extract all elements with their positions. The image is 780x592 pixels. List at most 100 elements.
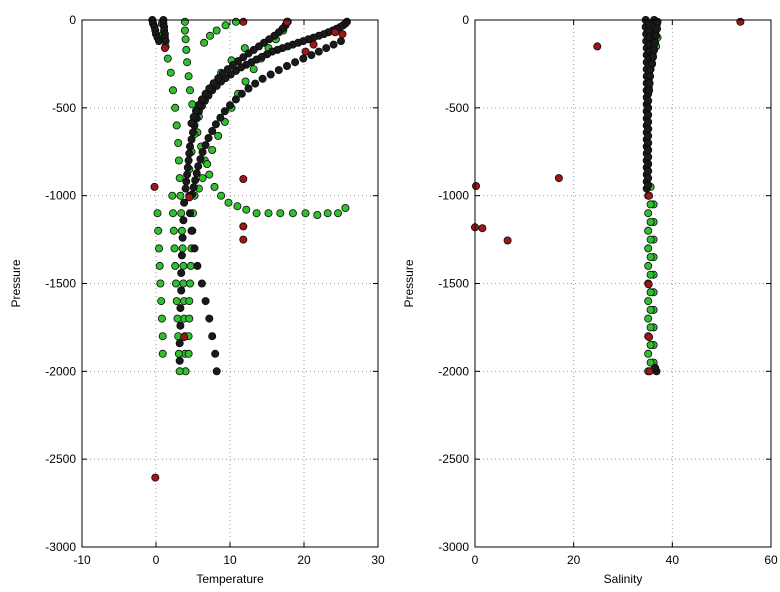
data-point-dark bbox=[176, 304, 185, 313]
data-point-dark bbox=[201, 89, 210, 98]
data-point-dark bbox=[177, 251, 186, 260]
data-point-dark bbox=[644, 159, 653, 168]
data-point-dark bbox=[216, 113, 225, 122]
data-point-dark bbox=[251, 79, 260, 88]
x-ticks: -10 0 10 20 30 bbox=[73, 20, 385, 567]
data-point-dark bbox=[192, 169, 201, 178]
data-point-dark bbox=[177, 286, 186, 295]
data-point-green bbox=[208, 145, 217, 154]
temperature-panel: -10 0 10 20 30 0 -500 -1000 -1500 -2000 -2500 -300… bbox=[9, 13, 385, 586]
data-point-dark bbox=[201, 297, 210, 306]
data-point-green bbox=[217, 191, 226, 200]
data-point-dark bbox=[291, 58, 300, 67]
y-tick-label: -1000 bbox=[438, 189, 469, 203]
data-point-green bbox=[168, 86, 177, 95]
data-point-dark bbox=[645, 79, 654, 88]
data-point-green bbox=[276, 209, 285, 218]
data-point-dark bbox=[228, 61, 237, 70]
data-point-dark bbox=[211, 349, 220, 358]
data-point-red bbox=[593, 42, 602, 51]
data-point-red bbox=[503, 236, 512, 245]
data-point-dark bbox=[184, 156, 193, 165]
data-point-green bbox=[221, 21, 230, 30]
data-point-dark bbox=[652, 31, 661, 40]
data-point-red bbox=[185, 193, 194, 202]
data-point-green bbox=[154, 244, 163, 253]
data-point-green bbox=[646, 305, 655, 314]
data-point-red bbox=[309, 40, 318, 49]
data-point-dark bbox=[197, 279, 206, 288]
data-point-green bbox=[231, 17, 240, 26]
data-point-green bbox=[264, 209, 273, 218]
y-tick-label: 0 bbox=[69, 13, 76, 27]
x-ticks: 0 20 40 60 bbox=[472, 20, 778, 567]
data-point-dark bbox=[187, 119, 196, 128]
data-point-green bbox=[644, 209, 653, 218]
x-tick-label: -10 bbox=[73, 553, 91, 567]
data-point-red bbox=[239, 17, 248, 26]
y-ticks: 0 -500 -1000 -1500 -2000 -2500 -3000 bbox=[438, 13, 771, 554]
data-point-dark bbox=[194, 162, 203, 171]
data-point-green bbox=[182, 45, 191, 54]
data-point-dark bbox=[336, 37, 345, 46]
data-point-green bbox=[156, 279, 165, 288]
data-point-dark bbox=[274, 66, 283, 75]
y-tick-label: -500 bbox=[445, 101, 469, 115]
x-tick-label: 20 bbox=[297, 553, 311, 567]
data-point-dark bbox=[644, 96, 653, 105]
x-tick-label: 60 bbox=[764, 553, 778, 567]
data-point-green bbox=[154, 226, 163, 235]
data-point-green bbox=[185, 86, 194, 95]
data-point-red bbox=[645, 367, 654, 376]
data-point-dark bbox=[322, 44, 331, 53]
y-tick-label: -1500 bbox=[45, 277, 76, 291]
data-point-green bbox=[252, 209, 261, 218]
data-point-dark bbox=[644, 103, 653, 112]
data-point-green bbox=[249, 65, 258, 74]
data-point-dark bbox=[644, 124, 653, 133]
data-point-green bbox=[171, 279, 180, 288]
data-point-green bbox=[173, 314, 182, 323]
y-tick-label: -3000 bbox=[45, 540, 76, 554]
data-point-dark bbox=[644, 145, 653, 154]
data-point-dark bbox=[644, 152, 653, 161]
data-point-dark bbox=[187, 226, 196, 235]
x-tick-label: 30 bbox=[371, 553, 385, 567]
data-point-green bbox=[168, 191, 177, 200]
data-point-dark bbox=[653, 17, 662, 26]
data-point-red bbox=[645, 191, 654, 200]
y-tick-label: -500 bbox=[52, 101, 76, 115]
data-point-green bbox=[177, 226, 186, 235]
data-point-dark bbox=[178, 233, 187, 242]
data-point-green bbox=[205, 170, 214, 179]
data-point-green bbox=[644, 226, 653, 235]
data-point-green bbox=[170, 244, 179, 253]
y-tick-label: -2500 bbox=[45, 452, 76, 466]
data-point-dark bbox=[179, 216, 188, 225]
y-axis-label: Pressure bbox=[9, 259, 23, 307]
data-point-red bbox=[554, 174, 563, 183]
data-point-dark bbox=[258, 74, 267, 83]
data-point-dark bbox=[644, 117, 653, 126]
data-point-green bbox=[214, 131, 223, 140]
data-point-green bbox=[212, 26, 221, 35]
data-point-dark bbox=[649, 52, 658, 61]
data-point-dark bbox=[223, 65, 232, 74]
data-point-dark bbox=[208, 332, 217, 341]
data-point-green bbox=[153, 209, 162, 218]
data-point-green bbox=[186, 261, 195, 270]
data-point-dark bbox=[185, 149, 194, 158]
data-point-red bbox=[478, 224, 487, 233]
data-point-green bbox=[171, 261, 180, 270]
data-point-green bbox=[241, 77, 250, 86]
data-point-green bbox=[646, 200, 655, 209]
data-point-dark bbox=[191, 176, 200, 185]
data-point-dark bbox=[212, 367, 221, 376]
data-point-red bbox=[239, 235, 248, 244]
data-point-dark bbox=[645, 86, 654, 95]
data-point-green bbox=[174, 349, 183, 358]
y-tick-label: -2000 bbox=[438, 364, 469, 378]
data-point-dark bbox=[231, 95, 240, 104]
data-point-green bbox=[646, 253, 655, 262]
data-point-green bbox=[341, 203, 350, 212]
